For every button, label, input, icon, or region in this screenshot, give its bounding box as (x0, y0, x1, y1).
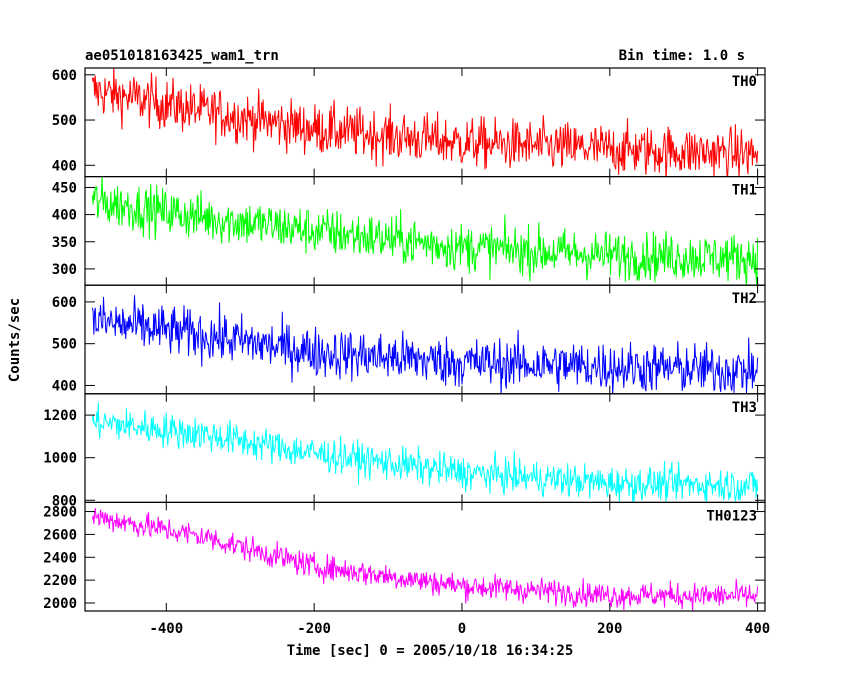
panel-th2: 400 500 600 TH2 (52, 284, 766, 395)
panel-label: TH2 (732, 291, 757, 307)
y-tick-label: 2400 (43, 550, 77, 566)
panel-label: TH0123 (706, 508, 757, 524)
bin-time-label: Bin time: 1.0 s (619, 48, 745, 64)
x-tick-label: 0 (458, 621, 466, 637)
panel-frame (84, 393, 766, 503)
series-line-th0 (91, 68, 759, 177)
panel-th1: 300 350 400 450 TH1 (52, 176, 766, 286)
y-tick-label: 450 (52, 180, 77, 196)
y-tick-label: 400 (52, 158, 77, 174)
panel-th0: 400 500 600 TH0 (52, 67, 766, 178)
y-tick-label: 400 (52, 208, 77, 224)
series-line-th2 (91, 295, 759, 394)
y-axis-label: Counts/sec (7, 298, 23, 382)
panels-layer: 400 500 600 TH0 300 350 400 450 TH1 400 500 600 TH2 8… (43, 67, 770, 637)
series-line-th0123 (91, 508, 759, 611)
x-axis-label: Time [sec] 0 = 2005/10/18 16:34:25 (287, 643, 574, 659)
y-tick-label: 2800 (43, 505, 77, 521)
panel-label: TH1 (732, 183, 757, 199)
y-tick-label: 1000 (43, 451, 77, 467)
y-tick-label: 1200 (43, 408, 77, 424)
y-tick-label: 2600 (43, 527, 77, 543)
y-tick-label: 300 (52, 262, 77, 278)
series-line-th1 (91, 176, 759, 286)
x-tick-label: 200 (597, 621, 622, 637)
x-tick-label: -200 (297, 621, 331, 637)
series-line-th3 (91, 402, 759, 503)
y-tick-label: 2200 (43, 573, 77, 589)
y-tick-label: 600 (52, 68, 77, 84)
panel-label: TH3 (732, 400, 757, 416)
panel-frame (84, 284, 766, 395)
y-tick-label: 350 (52, 235, 77, 251)
y-tick-label: 500 (52, 113, 77, 129)
x-tick-label: 400 (745, 621, 770, 637)
y-tick-label: 600 (52, 295, 77, 311)
panel-label: TH0 (732, 74, 757, 90)
y-tick-label: 800 (52, 493, 77, 509)
panel-frame (84, 176, 766, 286)
y-tick-label: 500 (52, 337, 77, 353)
y-tick-label: 400 (52, 378, 77, 394)
y-tick-label: 2000 (43, 596, 77, 612)
panel-th0123: 2000 2200 2400 2600 2800 TH0123 (43, 501, 766, 612)
panel-th3: 800 1000 1200 TH3 (43, 393, 766, 509)
chart-title: ae051018163425_wam1_trn (85, 48, 279, 64)
panel-frame (84, 501, 766, 612)
x-tick-label: -400 (149, 621, 183, 637)
